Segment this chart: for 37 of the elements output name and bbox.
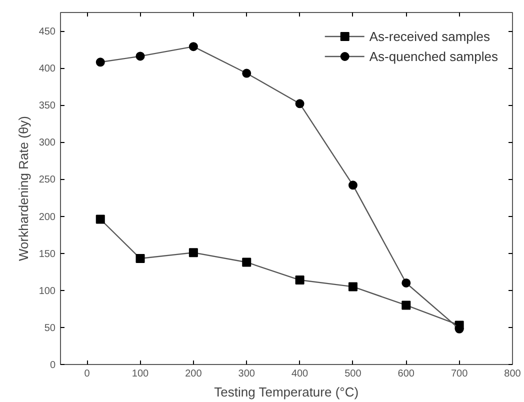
x-tick-label: 500 xyxy=(344,368,362,380)
point xyxy=(188,248,198,258)
y-axis-title: Workhardening Rate (θy) xyxy=(16,116,31,261)
y-tick-label: 0 xyxy=(50,360,56,371)
point xyxy=(348,282,358,292)
point xyxy=(188,42,198,52)
point xyxy=(242,258,252,267)
point xyxy=(295,99,304,108)
y-tick-label: 300 xyxy=(38,138,56,149)
point xyxy=(96,58,105,67)
legend-label: As-quenched samples xyxy=(369,48,498,64)
y-tick-label: 350 xyxy=(38,100,56,112)
point xyxy=(242,68,252,78)
y-tick-label: 150 xyxy=(38,248,56,260)
x-tick-label: 800 xyxy=(504,368,522,380)
point xyxy=(96,214,105,224)
y-tick-label: 200 xyxy=(38,212,56,223)
y-tick-label: 400 xyxy=(38,64,56,75)
x-tick-label: 600 xyxy=(398,368,415,380)
point xyxy=(136,52,145,61)
x-tick-label: 0 xyxy=(84,368,90,380)
x-axis-title: Testing Temperature (°C) xyxy=(214,384,359,400)
x-tick-label: 400 xyxy=(291,368,309,380)
x-tick-label: 300 xyxy=(238,368,256,380)
x-tick-label: 100 xyxy=(132,368,150,380)
point xyxy=(402,300,411,310)
point xyxy=(295,276,304,285)
y-tick-label: 250 xyxy=(38,174,56,186)
y-tick-label: 450 xyxy=(38,26,56,38)
point xyxy=(136,254,145,264)
legend-label: As-received samples xyxy=(369,28,490,44)
x-tick-label: 200 xyxy=(185,368,202,380)
y-tick-label: 100 xyxy=(38,286,56,297)
x-tick-label: 700 xyxy=(450,368,468,380)
point xyxy=(402,278,411,288)
point xyxy=(348,180,358,190)
y-tick-label: 50 xyxy=(44,322,56,334)
